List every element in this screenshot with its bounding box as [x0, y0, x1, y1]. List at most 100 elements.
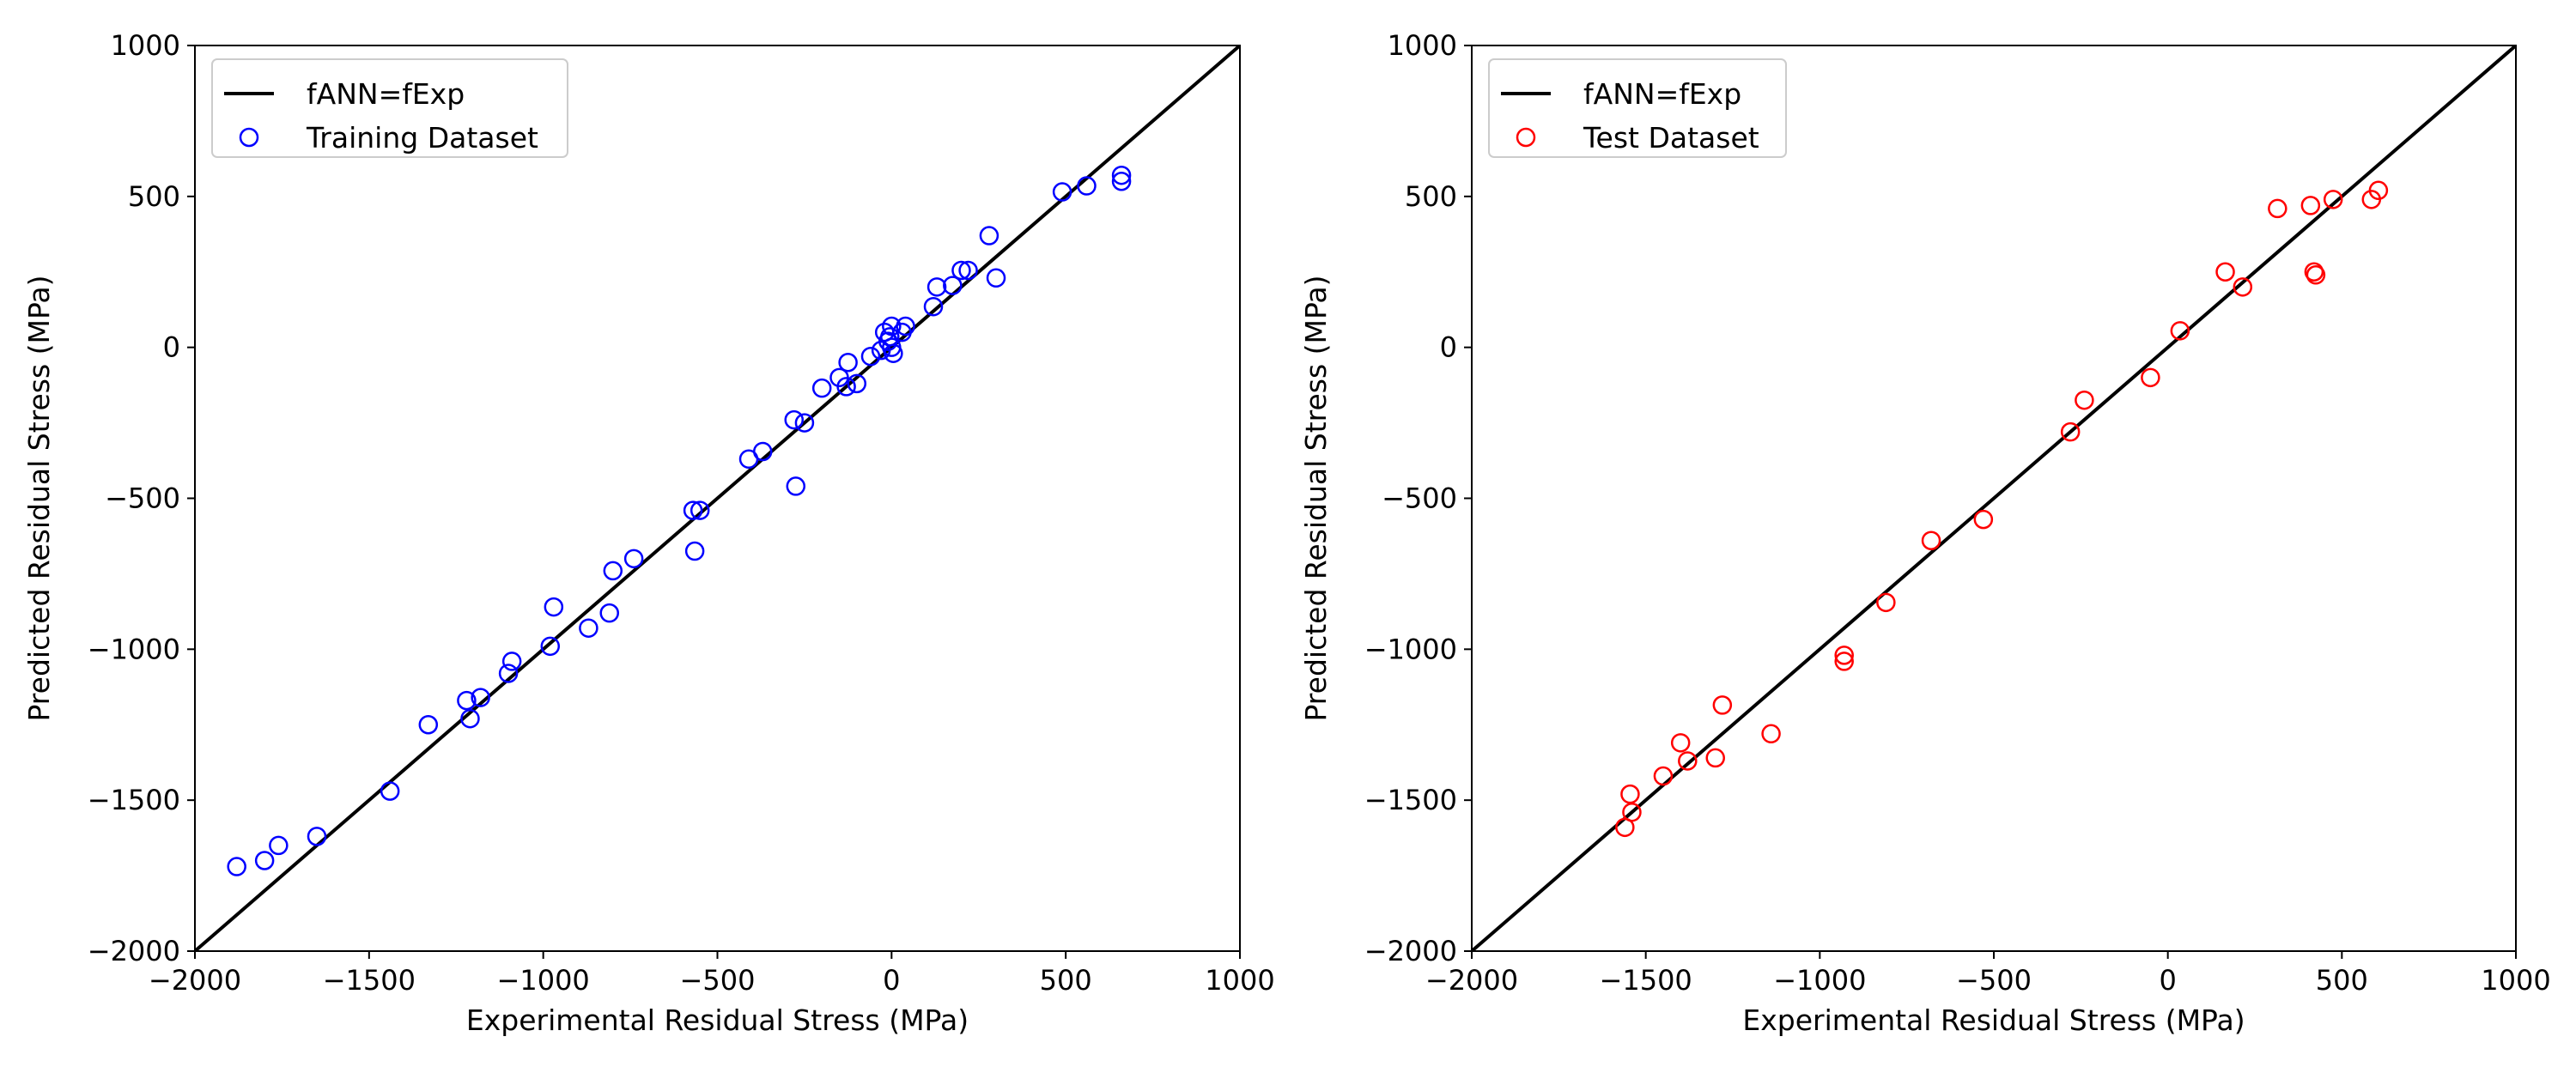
y-tick-label: 1000 — [1388, 29, 1457, 62]
data-point — [2323, 190, 2343, 209]
data-point — [2306, 265, 2326, 285]
y-tick-label: −500 — [1382, 482, 1457, 515]
data-point — [1622, 802, 1642, 822]
legend-marker-swatch — [239, 127, 259, 148]
data-point — [1973, 509, 1994, 530]
data-point — [784, 409, 804, 430]
data-point — [882, 316, 902, 336]
x-tick-label: −500 — [1956, 964, 2032, 997]
x-tick-label: −500 — [680, 964, 756, 997]
x-tick-label: 500 — [2316, 964, 2368, 997]
data-point — [794, 413, 815, 433]
data-point — [943, 276, 963, 295]
data-point — [1111, 172, 1132, 191]
data-point — [457, 690, 477, 711]
x-tick-label: −2000 — [149, 964, 241, 997]
data-point — [1620, 784, 1640, 804]
data-point — [1111, 165, 1132, 185]
data-point — [884, 343, 903, 363]
data-point — [1712, 695, 1733, 715]
data-point — [1653, 766, 1674, 786]
y-tick-label: −1500 — [1364, 784, 1457, 816]
data-point — [307, 827, 327, 846]
x-axis-label: Experimental Residual Stress (MPa) — [1742, 1003, 2245, 1037]
x-tick-label: −1500 — [323, 964, 416, 997]
data-point — [1678, 751, 1698, 771]
data-point — [418, 715, 439, 735]
x-tick-label: 1000 — [1205, 964, 1274, 997]
x-tick-label: 0 — [883, 964, 900, 997]
y-tick-label: −1000 — [88, 633, 180, 665]
data-point — [460, 708, 480, 729]
data-point — [2268, 198, 2287, 219]
data-point — [958, 260, 978, 281]
data-point — [684, 541, 705, 561]
data-point — [540, 636, 561, 657]
legend-label-series: Test Dataset — [1583, 121, 1759, 155]
data-point — [1052, 182, 1072, 202]
data-point — [2170, 321, 2190, 341]
y-axis-label: Predicted Residual Stress (MPa) — [1299, 275, 1333, 721]
chart-left: −2000 −1500 −1000 −500 0 500 1000 −2000 −1500 −10… — [22, 29, 1275, 1037]
legend-label-line: fANN=fExp — [1583, 77, 1741, 111]
data-point — [811, 378, 832, 398]
data-point — [786, 476, 806, 496]
data-point — [544, 597, 564, 617]
data-point — [860, 346, 881, 367]
data-point — [471, 688, 490, 707]
x-axis-label: Experimental Residual Stress (MPa) — [466, 1003, 969, 1037]
data-point — [1670, 733, 1691, 753]
data-point — [2368, 180, 2389, 201]
y-tick-label: −1000 — [1364, 633, 1457, 665]
x-tick-label: 0 — [2159, 964, 2176, 997]
data-point — [2300, 196, 2321, 215]
data-point — [2233, 277, 2253, 297]
x-tick-label: 1000 — [2481, 964, 2550, 997]
legend-label-series: Training Dataset — [306, 121, 538, 155]
identity-line — [1472, 45, 2516, 951]
series-0 — [227, 165, 1132, 876]
data-point — [623, 549, 644, 569]
data-point — [599, 603, 619, 623]
data-point — [1834, 646, 1854, 665]
data-point — [986, 268, 1006, 288]
y-tick-label: 500 — [128, 180, 180, 213]
x-tick-label: 500 — [1040, 964, 1092, 997]
data-point — [979, 226, 999, 246]
data-point — [2060, 421, 2081, 442]
data-point — [603, 561, 623, 581]
legend-marker-swatch — [1516, 127, 1536, 148]
data-point — [227, 857, 246, 876]
data-point — [2141, 367, 2160, 388]
x-tick-label: −1000 — [497, 964, 590, 997]
x-tick-label: −1000 — [1773, 964, 1866, 997]
identity-line — [195, 45, 1240, 951]
data-point — [1921, 530, 1941, 550]
y-tick-label: 0 — [1440, 331, 1457, 364]
data-point — [1834, 652, 1854, 671]
data-point — [1761, 724, 1781, 744]
data-point — [2215, 262, 2235, 282]
y-tick-label: −500 — [105, 482, 180, 515]
data-point — [1077, 176, 1097, 196]
data-point — [752, 441, 773, 462]
y-axis-label: Predicted Residual Stress (MPa) — [22, 275, 56, 721]
data-point — [254, 851, 275, 870]
series-0 — [1615, 180, 2389, 838]
y-tick-label: −2000 — [1364, 935, 1457, 967]
data-point — [847, 373, 867, 394]
y-tick-label: 1000 — [111, 29, 180, 62]
data-point — [269, 835, 289, 856]
data-point — [1705, 748, 1725, 768]
data-point — [836, 377, 856, 397]
data-point — [380, 781, 400, 801]
data-point — [2075, 390, 2094, 410]
y-tick-label: 500 — [1405, 180, 1457, 213]
legend-label-line: fANN=fExp — [307, 77, 465, 111]
data-point — [1876, 592, 1896, 613]
data-point — [927, 277, 947, 297]
y-tick-label: −1500 — [88, 784, 180, 816]
y-tick-label: −2000 — [88, 935, 180, 967]
data-point — [690, 500, 710, 520]
